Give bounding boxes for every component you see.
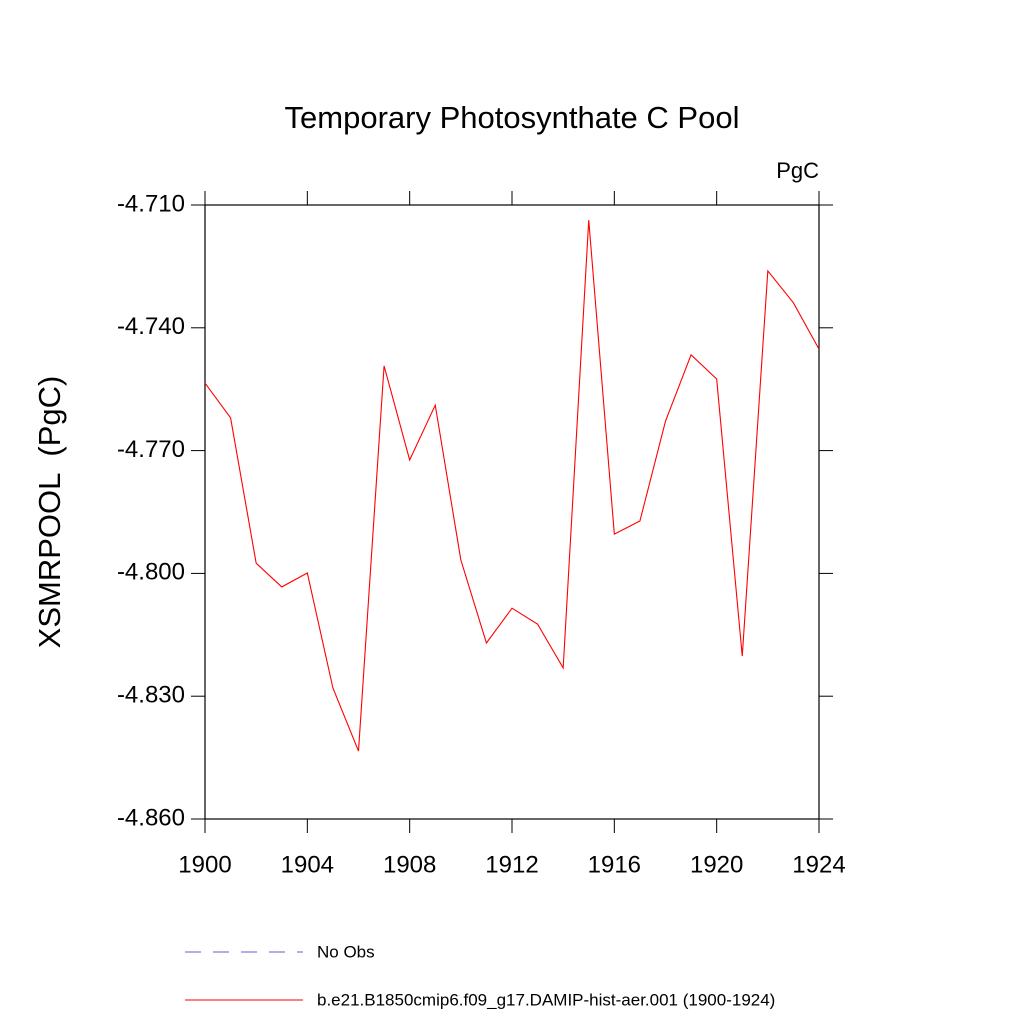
x-tick-label: 1908	[383, 851, 436, 878]
x-tick-label: 1920	[690, 851, 743, 878]
y-tick-label: -4.770	[117, 436, 185, 463]
y-tick-label: -4.740	[117, 313, 185, 340]
x-tick-label: 1904	[281, 851, 334, 878]
x-tick-label: 1916	[588, 851, 641, 878]
y-axis-label: XSMRPOOL (PgC)	[32, 376, 67, 649]
plot-frame	[204, 204, 820, 820]
y-tick-label: -4.830	[117, 682, 185, 709]
y-tick-label: -4.800	[117, 559, 185, 586]
x-tick-label: 1900	[178, 851, 231, 878]
chart-title: Temporary Photosynthate C Pool	[285, 100, 740, 135]
y-tick-label: -4.710	[117, 190, 185, 217]
x-tick-label: 1912	[485, 851, 538, 878]
data-line	[204, 220, 820, 752]
units-label: PgC	[776, 158, 819, 183]
y-tick-label: -4.860	[117, 804, 185, 831]
legend-label: No Obs	[317, 942, 375, 961]
x-tick-label: 1924	[792, 851, 845, 878]
legend-label: b.e21.B1850cmip6.f09_g17.DAMIP-hist-aer.…	[317, 990, 775, 1009]
